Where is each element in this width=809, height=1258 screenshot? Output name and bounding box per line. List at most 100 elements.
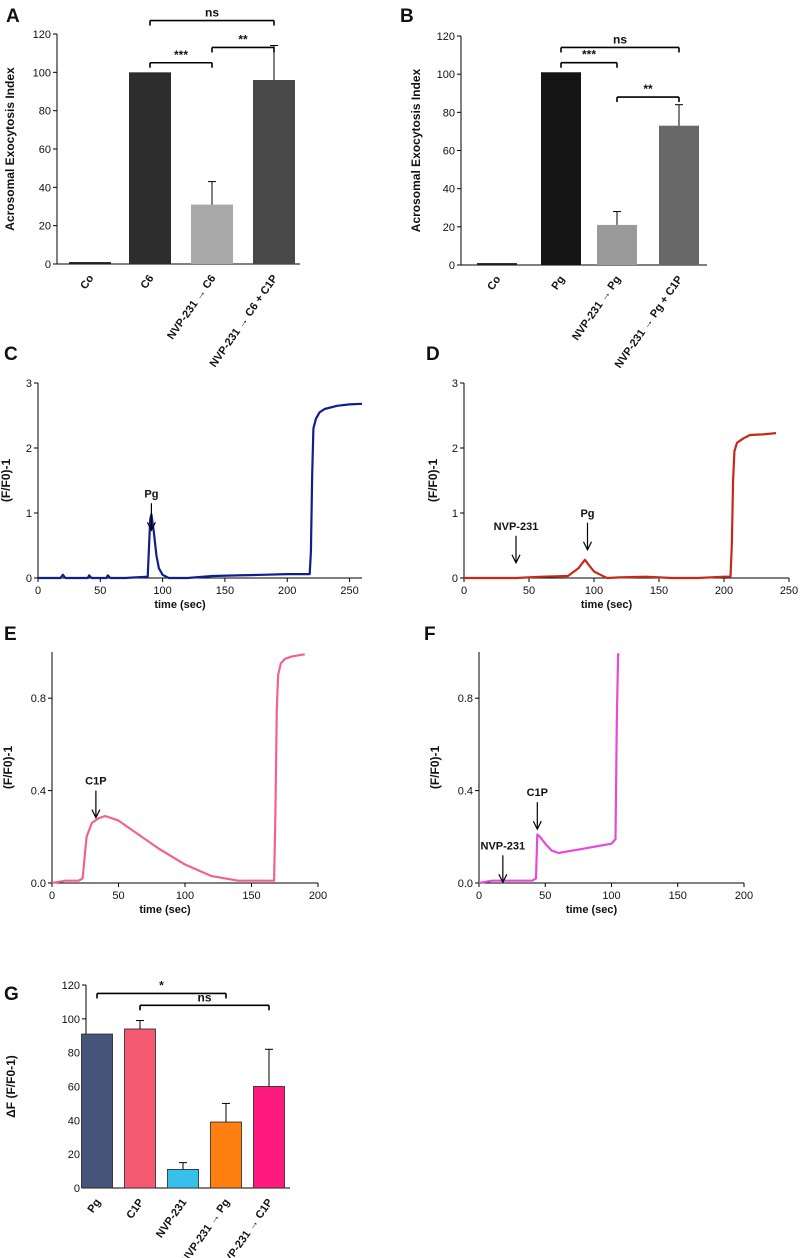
bar xyxy=(81,1033,113,1189)
panel-label: A xyxy=(6,6,20,27)
y-axis-label: (F/F0)-1 xyxy=(0,459,13,503)
bar xyxy=(253,80,295,264)
bar xyxy=(597,224,637,265)
annotation-arrowhead xyxy=(582,541,593,552)
x-axis-label: time (sec) xyxy=(154,599,206,611)
annotation-label: Pg xyxy=(144,488,158,500)
category-label: Co xyxy=(485,274,503,293)
annotation-arrowhead xyxy=(532,820,542,831)
series-line xyxy=(51,653,305,885)
x-tick-label: 50 xyxy=(523,585,535,597)
y-tick-label: 120 xyxy=(33,29,51,41)
y-tick-label: 20 xyxy=(443,222,455,234)
panel-c: C 0 1 2 3 (F/F0)-1 0 50 100 150 200 250 time (sec) Pg xyxy=(0,344,363,611)
panel-label: G xyxy=(4,984,19,1005)
y-tick-label: 60 xyxy=(68,1082,80,1094)
panel-label: E xyxy=(4,624,17,645)
series-line xyxy=(38,402,363,580)
x-tick-label: 50 xyxy=(539,890,551,902)
category-label: NVP-231 → C6 xyxy=(165,273,218,342)
y-tick-label: 3 xyxy=(26,378,32,390)
x-tick-label: 150 xyxy=(650,585,668,597)
y-tick-label: 0 xyxy=(74,1183,80,1195)
bar xyxy=(541,72,581,265)
x-tick-label: 50 xyxy=(94,585,106,597)
bar xyxy=(659,125,699,265)
y-tick-label: 80 xyxy=(39,106,51,118)
y-tick-label: 40 xyxy=(39,182,51,194)
y-tick-label: 60 xyxy=(39,144,51,156)
x-tick-label: 0 xyxy=(461,585,467,597)
category-label: Pg xyxy=(86,1197,104,1215)
y-tick-label: 40 xyxy=(443,184,455,196)
annotation-label: C1P xyxy=(85,776,106,788)
y-tick-label: 1 xyxy=(452,508,458,520)
x-tick-label: 200 xyxy=(278,585,296,597)
annotation-label: Pg xyxy=(580,508,594,520)
bar xyxy=(210,1121,242,1189)
annotation-arrowhead xyxy=(498,874,508,884)
annotation-arrowhead xyxy=(91,809,101,819)
y-tick-label: 100 xyxy=(33,67,51,79)
y-axis-label: ΔF (F/F0-1) xyxy=(4,1055,18,1118)
y-tick-label: 0.4 xyxy=(31,786,46,798)
significance-label: *** xyxy=(582,48,596,62)
y-axis-label: Acrosomal Exocytosis Index xyxy=(409,68,423,232)
panel-f: F 0.0 0.4 0.8 (F/F0)-1 0 50 100 150 200 time (sec)… xyxy=(424,624,753,916)
x-tick-label: 100 xyxy=(585,585,603,597)
y-tick-label: 0.0 xyxy=(31,878,46,890)
y-axis-label: Acrosomal Exocytosis Index xyxy=(3,67,17,231)
annotation-label: NVP-231 xyxy=(494,521,539,533)
y-axis-label: (F/F0)-1 xyxy=(426,459,440,503)
panel-label: D xyxy=(426,344,440,365)
x-axis-label: time (sec) xyxy=(581,599,633,611)
series-line xyxy=(478,653,620,885)
y-tick-label: 100 xyxy=(437,69,455,81)
x-axis-label: time (sec) xyxy=(566,904,618,916)
y-tick-label: 0 xyxy=(449,260,455,272)
y-tick-label: 2 xyxy=(452,443,458,455)
category-label: NVP-231 xyxy=(154,1197,189,1240)
x-tick-label: 200 xyxy=(735,890,753,902)
y-axis-label: (F/F0)-1 xyxy=(1,746,15,790)
x-tick-label: 250 xyxy=(340,585,358,597)
y-tick-label: 0.4 xyxy=(458,786,473,798)
significance-label: * xyxy=(159,978,164,992)
y-tick-label: 80 xyxy=(68,1048,80,1060)
y-tick-label: 20 xyxy=(68,1149,80,1161)
bar xyxy=(191,204,233,264)
x-tick-label: 100 xyxy=(176,890,194,902)
y-tick-label: 1 xyxy=(26,508,32,520)
bar xyxy=(477,263,517,265)
x-tick-label: 100 xyxy=(602,890,620,902)
x-axis-label: time (sec) xyxy=(139,904,191,916)
y-tick-label: 100 xyxy=(62,1014,80,1026)
panel-label: B xyxy=(400,6,414,27)
panel-label: F xyxy=(424,624,436,645)
y-tick-label: 0 xyxy=(45,259,51,271)
y-tick-label: 0.8 xyxy=(458,693,473,705)
y-tick-label: 2 xyxy=(26,443,32,455)
panel-d: D 0 1 2 3 (F/F0)-1 0 50 100 150 200 250 time (sec) NV… xyxy=(426,344,798,611)
significance-label: ns xyxy=(613,32,627,46)
panel-b: B 0 20 40 60 80 100 120 Acrosomal Exocytosis Ind… xyxy=(400,6,707,371)
category-label: C1P xyxy=(124,1197,146,1221)
panel-e: E 0.0 0.4 0.8 (F/F0)-1 0 50 100 150 200 time (sec)… xyxy=(1,624,327,916)
x-tick-label: 200 xyxy=(309,890,327,902)
y-tick-label: 3 xyxy=(452,378,458,390)
x-tick-label: 200 xyxy=(715,585,733,597)
significance-label: ** xyxy=(238,32,248,46)
annotation-arrowhead xyxy=(146,521,156,532)
y-tick-label: 80 xyxy=(443,107,455,119)
category-label: Co xyxy=(78,273,96,292)
x-tick-label: 150 xyxy=(242,890,260,902)
significance-label: *** xyxy=(174,48,188,62)
x-tick-label: 50 xyxy=(112,890,124,902)
x-tick-label: 0 xyxy=(49,890,55,902)
x-tick-label: 0 xyxy=(476,890,482,902)
y-tick-label: 0 xyxy=(26,573,32,585)
bar xyxy=(129,72,171,264)
panel-label: C xyxy=(4,344,18,365)
